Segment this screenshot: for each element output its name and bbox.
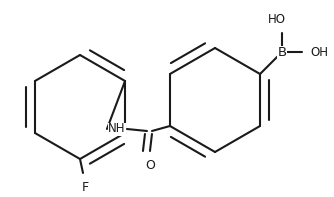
Text: NH: NH <box>108 123 126 136</box>
Text: F: F <box>81 181 89 194</box>
Text: OH: OH <box>310 46 328 59</box>
Text: O: O <box>145 159 155 172</box>
Text: B: B <box>278 46 287 59</box>
Text: HO: HO <box>268 13 286 26</box>
